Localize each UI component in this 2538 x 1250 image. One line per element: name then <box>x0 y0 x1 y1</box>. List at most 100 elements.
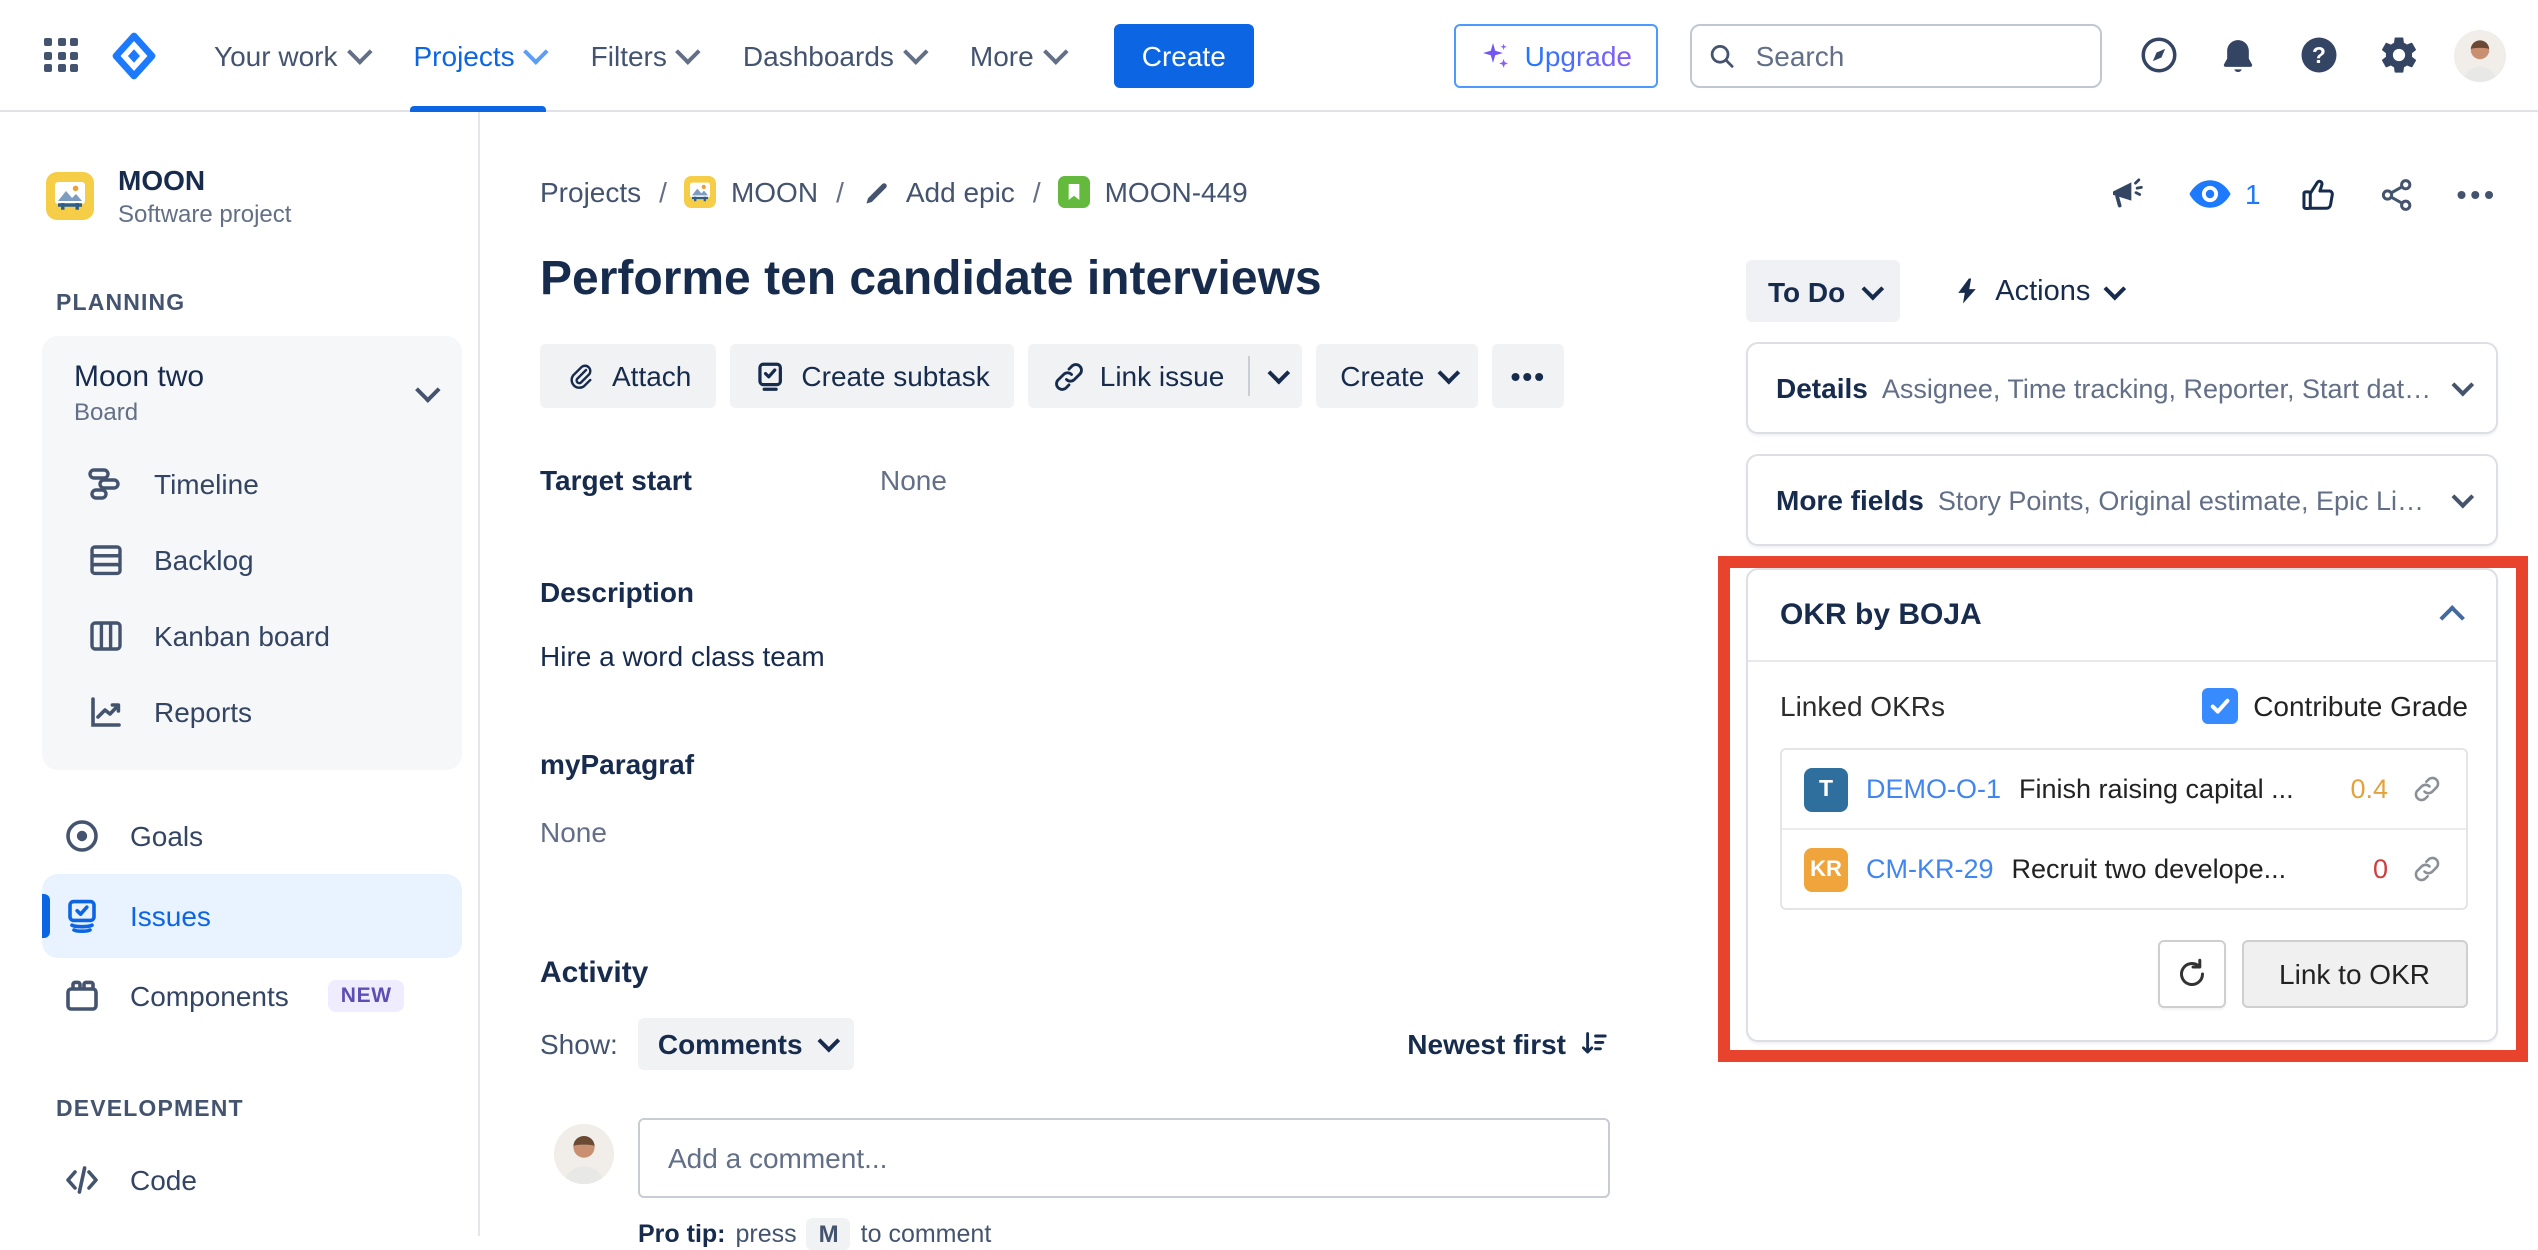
field-value[interactable]: None <box>880 464 947 496</box>
breadcrumb-label: Projects <box>540 176 642 208</box>
create-dropdown-button[interactable]: Create <box>1316 344 1479 408</box>
board-type: Board <box>74 398 139 426</box>
nav-dashboards-label: Dashboards <box>742 39 894 71</box>
paperclip-icon <box>570 363 592 388</box>
reports-icon <box>91 697 121 727</box>
sidebar-item-components[interactable]: Components NEW <box>42 958 462 1034</box>
okr-panel-header[interactable]: OKR by BOJA <box>1748 570 2496 662</box>
unlink-icon[interactable] <box>2410 772 2444 806</box>
objective-type-badge: T <box>1804 767 1848 811</box>
breadcrumb-add-epic[interactable]: Add epic <box>862 176 1015 208</box>
comment-input[interactable] <box>638 1118 1610 1198</box>
comments-filter-dropdown[interactable]: Comments <box>637 1018 855 1070</box>
refresh-button[interactable] <box>2157 940 2226 1008</box>
sidebar-item-reports[interactable]: Reports <box>66 674 442 750</box>
svg-text:?: ? <box>2311 42 2325 68</box>
nav-your-work[interactable]: Your work <box>194 0 386 111</box>
sidebar-item-code[interactable]: Code <box>42 1142 462 1218</box>
upgrade-button[interactable]: Upgrade <box>1454 23 1658 87</box>
okr-highlight-rectangle: OKR by BOJA Linked OKRs Contribute Grade <box>1718 556 2528 1062</box>
breadcrumb-projects[interactable]: Projects <box>540 176 641 208</box>
paragraph-field-label: myParagraf <box>540 748 695 780</box>
check-icon <box>2209 698 2229 714</box>
link-to-okr-button[interactable]: Link to OKR <box>2241 940 2468 1008</box>
breadcrumb-issue-key[interactable]: MOON-449 <box>1058 176 1248 208</box>
sort-order-button[interactable]: Newest first <box>1407 1028 1610 1060</box>
actions-dropdown[interactable]: Actions <box>1951 274 2127 308</box>
board-name: Moon two <box>74 360 205 394</box>
pro-tip: Pro tip: press M to comment <box>638 1218 1610 1250</box>
search-input[interactable] <box>1751 37 2084 73</box>
pro-tip-text: to comment <box>860 1220 992 1248</box>
contribute-grade-checkbox[interactable] <box>2201 688 2238 724</box>
details-panel[interactable]: Details Assignee, Time tracking, Reporte… <box>1746 342 2498 434</box>
project-name: MOON <box>118 164 206 196</box>
field-target-start: Target start None <box>540 464 1610 496</box>
chevron-down-icon <box>2103 276 2127 300</box>
nav-dashboards[interactable]: Dashboards <box>723 0 942 111</box>
chevron-down-icon <box>1437 361 1461 385</box>
app-switcher-icon[interactable] <box>32 26 90 84</box>
breadcrumb-separator: / <box>836 176 844 208</box>
settings-gear-icon[interactable] <box>2374 31 2422 79</box>
attach-button[interactable]: Attach <box>540 344 716 408</box>
sidebar-item-goals[interactable]: Goals <box>42 798 462 874</box>
sidebar-item-releases[interactable]: Releases <box>42 1230 462 1236</box>
details-title: Details <box>1776 372 1868 404</box>
okr-row: KR CM-KR-29 Recruit two develope... 0 <box>1782 828 2466 908</box>
okr-key-link[interactable]: DEMO-O-1 <box>1866 774 2001 804</box>
project-header[interactable]: MOON Software project <box>46 164 478 228</box>
user-avatar <box>554 1124 614 1184</box>
chevron-down-icon <box>346 39 373 65</box>
link-issue-dropdown[interactable] <box>1250 344 1302 408</box>
description-text[interactable]: Hire a word class team <box>540 640 825 672</box>
show-label: Show: <box>540 1028 618 1060</box>
paragraph-field-value[interactable]: None <box>540 816 607 848</box>
okr-list: T DEMO-O-1 Finish raising capital ... 0.… <box>1780 748 2468 910</box>
status-dropdown[interactable]: To Do <box>1746 260 1900 322</box>
breadcrumb-project[interactable]: MOON <box>684 176 818 208</box>
sidebar-item-backlog[interactable]: Backlog <box>66 522 442 598</box>
more-fields-title: More fields <box>1776 484 1924 516</box>
sidebar-item-kanban-board[interactable]: Kanban board <box>66 598 442 674</box>
nav-projects[interactable]: Projects <box>394 0 563 111</box>
upgrade-label: Upgrade <box>1524 39 1632 71</box>
discover-compass-icon[interactable] <box>2134 31 2182 79</box>
notifications-bell-icon[interactable] <box>2214 31 2262 79</box>
board-switcher[interactable]: Moon two Board <box>66 360 442 426</box>
like-thumbs-up-icon[interactable] <box>2301 175 2339 213</box>
section-planning-label: PLANNING <box>56 292 186 316</box>
more-actions-button[interactable]: ••• <box>1492 344 1565 408</box>
activity-heading: Activity <box>540 956 649 990</box>
pro-tip-text: press <box>735 1220 797 1248</box>
sidebar-item-issues[interactable]: Issues <box>42 874 462 958</box>
jira-logo-icon[interactable] <box>110 31 158 79</box>
sidebar-item-timeline[interactable]: Timeline <box>66 446 442 522</box>
unlink-icon[interactable] <box>2410 852 2444 886</box>
more-fields-panel[interactable]: More fields Story Points, Original estim… <box>1746 454 2498 546</box>
code-icon <box>66 1166 98 1194</box>
create-subtask-button[interactable]: Create subtask <box>729 344 1014 408</box>
okr-key-link[interactable]: CM-KR-29 <box>1866 854 1994 884</box>
okr-title-text: Finish raising capital ... <box>2019 774 2294 804</box>
link-issue-button[interactable]: Link issue <box>1028 344 1249 408</box>
link-icon <box>1054 362 1083 390</box>
chevron-down-icon <box>676 39 702 65</box>
project-sidebar: MOON Software project PLANNING Moon two … <box>0 112 480 1236</box>
sort-descending-icon <box>1582 1032 1607 1054</box>
create-label: Create <box>1340 360 1425 392</box>
nav-filters[interactable]: Filters <box>571 0 715 111</box>
nav-more[interactable]: More <box>950 0 1082 111</box>
more-options-button[interactable]: ••• <box>2456 178 2498 210</box>
user-avatar[interactable] <box>2454 29 2506 81</box>
help-icon[interactable]: ? <box>2294 31 2342 79</box>
chevron-down-icon <box>818 1029 841 1053</box>
more-fields-summary: Story Points, Original estimate, Epic Li… <box>1937 485 2436 515</box>
share-icon[interactable] <box>2379 175 2417 213</box>
nav-create-button[interactable]: Create <box>1113 23 1254 87</box>
chevron-down-icon <box>415 377 441 403</box>
watch-button[interactable]: 1 <box>2189 178 2261 210</box>
key-result-type-badge: KR <box>1804 847 1848 891</box>
feedback-megaphone-icon[interactable] <box>2109 174 2149 214</box>
